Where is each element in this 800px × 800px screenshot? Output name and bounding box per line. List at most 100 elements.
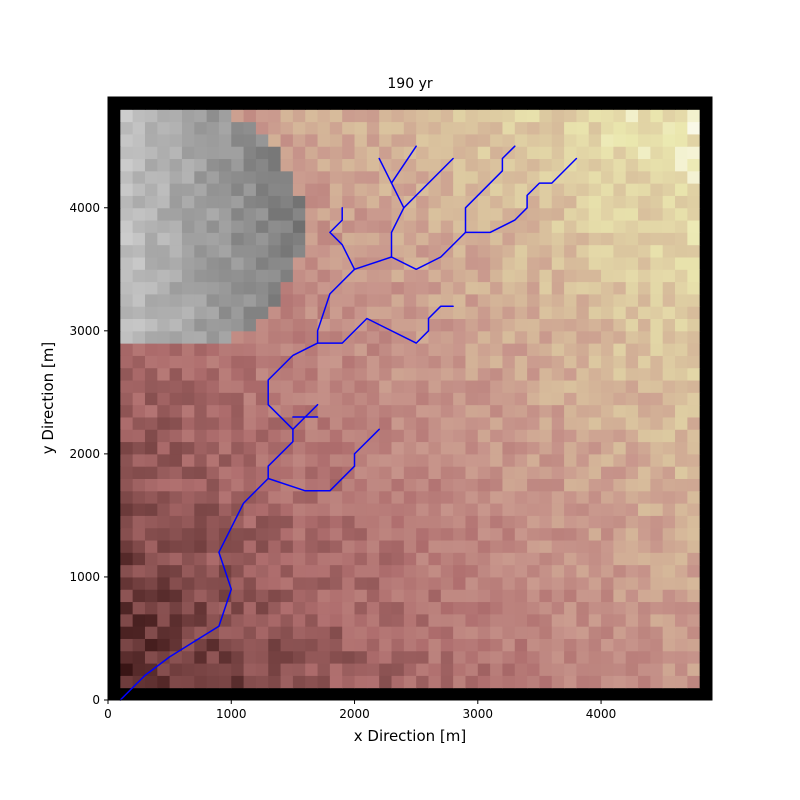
raster-cell	[514, 515, 528, 529]
raster-cell	[366, 478, 380, 492]
raster-cell	[453, 416, 466, 430]
raster-cell	[440, 121, 454, 135]
raster-cell	[477, 527, 491, 541]
raster-cell	[477, 515, 491, 529]
raster-cell	[342, 392, 356, 406]
raster-cell	[391, 503, 405, 516]
raster-cell	[650, 256, 664, 270]
raster-cell	[132, 146, 146, 160]
raster-cell	[144, 478, 158, 492]
raster-cell	[699, 330, 713, 344]
raster-cell	[181, 380, 195, 393]
raster-cell	[329, 367, 343, 381]
raster-cell	[601, 293, 614, 307]
raster-cell	[576, 343, 590, 356]
raster-cell	[379, 564, 393, 578]
raster-cell	[502, 429, 516, 443]
raster-cell	[453, 207, 466, 221]
raster-cell	[675, 170, 688, 184]
raster-cell	[132, 330, 146, 344]
raster-cell	[650, 392, 664, 406]
raster-cell	[527, 293, 540, 307]
raster-cell	[687, 601, 701, 615]
raster-cell	[181, 330, 195, 344]
raster-cell	[601, 429, 614, 443]
raster-cell	[527, 232, 540, 246]
raster-cell	[108, 576, 121, 590]
raster-cell	[662, 207, 676, 221]
raster-cell	[601, 466, 614, 479]
raster-cell	[268, 429, 282, 443]
raster-cell	[391, 638, 405, 652]
raster-cell	[169, 589, 183, 603]
raster-cell	[490, 576, 503, 590]
raster-cell	[650, 146, 664, 160]
raster-cell	[564, 527, 577, 541]
raster-cell	[329, 306, 343, 320]
raster-cell	[588, 330, 602, 344]
raster-cell	[144, 429, 158, 443]
raster-cell	[305, 281, 319, 295]
raster-cell	[638, 466, 651, 479]
raster-cell	[428, 663, 442, 676]
raster-cell	[613, 269, 627, 283]
raster-cell	[564, 589, 577, 603]
raster-cell	[650, 429, 664, 443]
raster-cell	[428, 515, 442, 529]
raster-cell	[564, 613, 577, 627]
raster-cell	[169, 158, 183, 172]
raster-cell	[601, 256, 614, 270]
raster-cell	[428, 380, 442, 393]
raster-cell	[108, 613, 121, 627]
raster-cell	[317, 650, 331, 664]
raster-cell	[638, 293, 651, 307]
raster-cell	[391, 109, 405, 123]
raster-cell	[206, 220, 220, 233]
raster-cell	[662, 404, 676, 418]
raster-cell	[255, 552, 269, 566]
raster-cell	[391, 207, 405, 221]
raster-cell	[564, 552, 577, 566]
raster-cell	[144, 404, 158, 418]
raster-cell	[255, 306, 269, 320]
raster-cell	[613, 170, 627, 184]
raster-cell	[120, 207, 134, 221]
raster-cell	[453, 97, 466, 110]
raster-cell	[157, 601, 171, 615]
raster-cell	[292, 613, 306, 627]
raster-cell	[576, 466, 590, 479]
raster-cell	[453, 404, 466, 418]
raster-cell	[638, 121, 651, 135]
raster-cell	[527, 404, 540, 418]
raster-cell	[514, 355, 528, 369]
raster-cell	[576, 330, 590, 344]
raster-cell	[428, 466, 442, 479]
raster-cell	[120, 133, 134, 147]
raster-cell	[527, 564, 540, 578]
raster-cell	[662, 466, 676, 479]
raster-cell	[268, 638, 282, 652]
raster-cell	[144, 503, 158, 516]
raster-cell	[243, 109, 257, 123]
raster-cell	[391, 170, 405, 184]
raster-cell	[194, 380, 208, 393]
raster-cell	[613, 515, 627, 529]
raster-cell	[588, 355, 602, 369]
raster-cell	[132, 256, 146, 270]
raster-cell	[157, 589, 171, 603]
raster-cell	[169, 170, 183, 184]
raster-cell	[601, 540, 614, 553]
raster-cell	[551, 515, 565, 529]
raster-cell	[440, 663, 454, 676]
raster-cell	[268, 650, 282, 664]
raster-cell	[194, 121, 208, 135]
raster-cell	[428, 576, 442, 590]
raster-cell	[354, 330, 368, 344]
raster-cell	[675, 158, 688, 172]
raster-cell	[551, 429, 565, 443]
raster-cell	[564, 626, 577, 639]
raster-cell	[416, 293, 429, 307]
raster-cell	[601, 195, 614, 209]
raster-cell	[477, 220, 491, 233]
raster-cell	[218, 133, 232, 147]
